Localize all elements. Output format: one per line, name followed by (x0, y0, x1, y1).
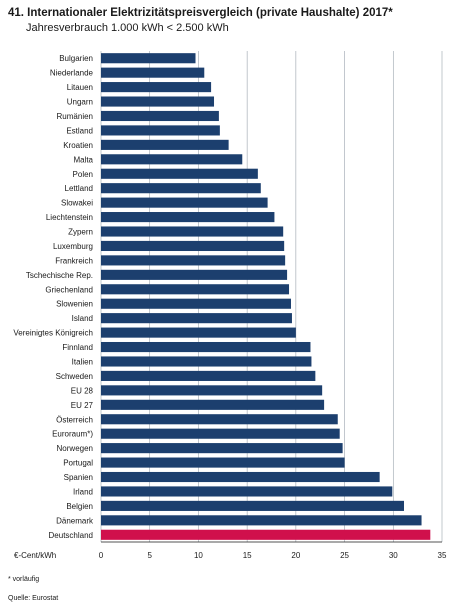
category-label-20: Finnland (62, 343, 93, 352)
category-labels: Bulgarien Niederlande Litauen Ungarn Rumänie… (13, 54, 94, 540)
category-label-11: Liechtenstein (46, 213, 93, 222)
x-tick-label-10: 10 (194, 551, 203, 560)
category-label-31: Belgien (66, 502, 93, 511)
chart-title: 41. Internationaler Elektrizitätspreisve… (8, 7, 393, 19)
category-label-22: Schweden (56, 372, 93, 381)
category-label-32: Dänemark (56, 516, 94, 525)
gridlines (100, 51, 443, 542)
bar-13 (101, 240, 285, 252)
category-label-24: EU 27 (71, 401, 94, 410)
bar-8 (101, 168, 258, 179)
category-label-25: Österreich (56, 415, 93, 424)
category-label-30: Irland (73, 487, 93, 496)
bar-chart: Bulgarien Niederlande Litauen Ungarn Rumänie… (13, 51, 447, 560)
bar-1 (101, 67, 205, 78)
bar-18 (101, 313, 292, 324)
category-label-21: Italien (72, 357, 93, 366)
category-label-3: Ungarn (67, 98, 93, 107)
category-label-13: Luxemburg (53, 242, 93, 251)
bar-20 (101, 341, 311, 353)
bar-15 (101, 269, 288, 280)
category-label-29: Spanien (64, 473, 93, 482)
x-tick-label-35: 35 (438, 551, 447, 560)
bar-3 (101, 96, 215, 107)
bar-14 (101, 255, 286, 266)
category-label-26: Euroraum*) (52, 430, 93, 439)
category-label-9: Lettland (65, 184, 93, 193)
bar-23 (101, 385, 323, 396)
category-label-2: Litauen (67, 83, 93, 92)
category-label-33: Deutschland (49, 531, 93, 540)
x-tick-label-25: 25 (340, 551, 349, 560)
category-label-15: Tschechische Rep. (26, 271, 93, 280)
category-label-4: Rumänien (57, 112, 93, 121)
category-label-0: Bulgarien (59, 54, 93, 63)
bars (101, 53, 431, 540)
category-label-12: Zypern (68, 228, 93, 237)
category-label-10: Slowakei (61, 199, 93, 208)
bar-0 (101, 53, 196, 64)
bar-2 (101, 82, 212, 93)
x-axis: €-Cent/kWh 0 5 10 15 20 25 30 35 (14, 541, 447, 560)
category-label-1: Niederlande (50, 69, 94, 78)
bar-31 (101, 500, 405, 511)
bar-17 (101, 298, 291, 309)
footnote: * vorläufig (8, 576, 40, 583)
category-label-18: Island (72, 314, 93, 323)
bar-28 (101, 457, 345, 468)
bar-33 (101, 529, 431, 540)
category-label-17: Slowenien (56, 300, 93, 309)
source-note: Quelle: Eurostat (8, 595, 59, 602)
category-label-7: Malta (73, 155, 93, 164)
bar-11 (101, 212, 275, 223)
category-label-16: Griechenland (45, 285, 93, 294)
x-tick-label-30: 30 (389, 551, 398, 560)
bar-4 (101, 110, 219, 122)
bar-12 (101, 226, 284, 237)
bar-30 (101, 486, 393, 497)
bar-9 (101, 183, 261, 194)
x-axis-label: €-Cent/kWh (14, 551, 56, 560)
bar-22 (101, 370, 316, 381)
bar-19 (101, 327, 296, 338)
bar-29 (101, 471, 380, 483)
x-tick-label-5: 5 (147, 551, 152, 560)
bar-25 (101, 414, 338, 425)
x-tick-label-0: 0 (99, 551, 104, 560)
bar-26 (101, 428, 340, 439)
bar-32 (101, 515, 422, 526)
bar-16 (101, 284, 290, 295)
bar-21 (101, 356, 312, 367)
category-label-19: Vereinigtes Königreich (13, 329, 93, 338)
bar-24 (101, 399, 325, 410)
x-tick-label-20: 20 (291, 551, 300, 560)
bar-27 (101, 443, 343, 454)
bar-6 (101, 139, 229, 150)
x-tick-label-15: 15 (243, 551, 252, 560)
bar-7 (101, 154, 243, 165)
category-label-28: Portugal (63, 459, 93, 468)
category-label-23: EU 28 (71, 386, 94, 395)
bar-10 (101, 197, 268, 208)
category-label-6: Kroatien (63, 141, 93, 150)
chart-subtitle: Jahresverbrauch 1.000 kWh < 2.500 kWh (26, 22, 229, 34)
category-label-5: Estland (66, 126, 93, 135)
category-label-8: Polen (73, 170, 93, 179)
bar-5 (101, 125, 220, 136)
category-label-27: Norwegen (57, 444, 93, 453)
category-label-14: Frankreich (55, 256, 93, 265)
